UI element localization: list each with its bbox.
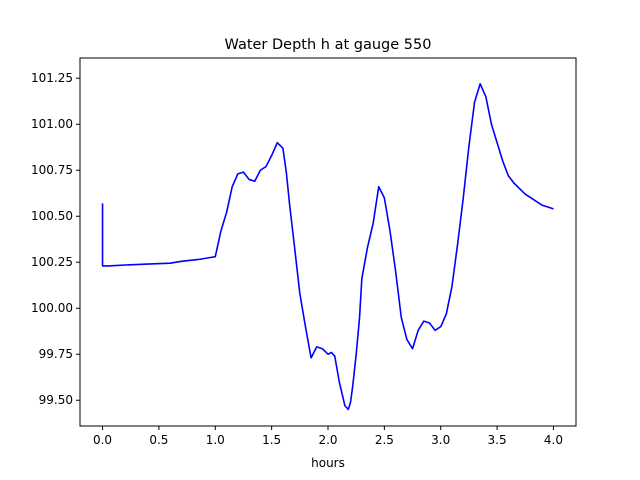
series-line xyxy=(101,82,554,411)
y-tick-label: 100.00 xyxy=(31,301,73,315)
chart-title: Water Depth h at gauge 550 xyxy=(225,37,432,53)
y-tick-label: 101.00 xyxy=(31,117,73,131)
x-tick-label: 1.0 xyxy=(206,433,225,447)
x-tick-label: 4.0 xyxy=(544,433,563,447)
y-tick-label: 99.75 xyxy=(39,347,73,361)
y-tick-label: 99.50 xyxy=(39,393,73,407)
y-tick-label: 101.25 xyxy=(31,71,73,85)
x-tick-label: 2.5 xyxy=(375,433,394,447)
x-tick-label: 1.5 xyxy=(262,433,281,447)
y-tick-label: 100.25 xyxy=(31,255,73,269)
x-tick-label: 3.5 xyxy=(488,433,507,447)
x-tick-label: 0.5 xyxy=(149,433,168,447)
series-layer xyxy=(101,82,554,411)
x-tick-label: 3.0 xyxy=(431,433,450,447)
x-axis-label: hours xyxy=(311,456,345,470)
x-tick-label: 2.0 xyxy=(318,433,337,447)
y-axis: 99.50 99.75 100.00 100.25 100.50 100.75 101.00… xyxy=(31,71,80,407)
y-tick-label: 100.50 xyxy=(31,209,73,223)
x-tick-label: 0.0 xyxy=(93,433,112,447)
x-axis: 0.0 0.5 1.0 1.5 2.0 2.5 3.0 3.5 4.0 xyxy=(93,426,563,447)
y-tick-label: 100.75 xyxy=(31,163,73,177)
